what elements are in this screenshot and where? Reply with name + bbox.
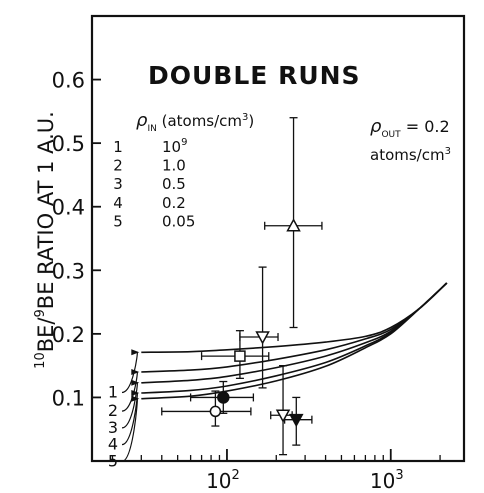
open-downtriangle-marker [255,331,270,345]
data-markers [209,218,304,428]
curve-pointer-head-2 [131,369,140,375]
curve-label-1: 1 [108,383,118,402]
rho-out-symbol: ρ [370,116,382,137]
y-tick-label: 0.4 [52,196,85,220]
legend-header: ρIN (atoms/cm3) [136,110,254,134]
curve-pointer-head-4 [131,390,140,396]
legend-row-value-exp: 9 [181,137,187,148]
y-tick-label: 0.3 [52,259,85,283]
rho-out-unit-text: atoms/cm [370,146,445,164]
legend-row-value-base: 0.5 [162,175,186,193]
rho-out-value: = 0.2 [401,117,450,136]
chart-title: DOUBLE RUNS [148,61,361,90]
model-curves [141,282,448,400]
legend-row-num: 1 [113,138,123,156]
y-axis-label-suffix: BE RATIO AT 1 A.U. [34,111,58,309]
y-axis-ticks: 0.1 0.2 0.3 0.4 0.5 0.6 [52,69,101,410]
curve-pointer-3 [121,382,138,429]
curve-pointer-4 [121,392,138,446]
legend-row-num: 3 [113,175,123,193]
legend-row-value: 1.0 [162,157,186,175]
y-tick-label: 0.6 [52,69,85,93]
rho-out-annotation: ρOUT = 0.2 [370,116,450,140]
legend-row-num: 4 [113,194,123,212]
legend-header-unit-sup: 3 [242,112,248,123]
y-tick-label: 0.2 [52,323,85,347]
curve-pointer-5 [121,398,138,462]
legend-row-value: 0.2 [162,194,186,212]
x-axis-ticks: 102 103 [111,449,441,493]
x-tick-label: 102 [206,468,240,493]
curve-label-2: 2 [108,401,118,420]
filled-downtriangle-marker [289,413,304,428]
plot-frame [90,14,466,463]
curve-5 [141,282,448,400]
x-tick-label: 103 [370,468,404,493]
x-tick-label-base: 10 [370,469,395,493]
legend-header-rho: ρ [136,110,148,131]
legend-header-unit: (atoms/cm [157,112,242,130]
open-triangle-marker [286,218,301,232]
filled-circle-marker [217,391,230,404]
legend-header-sub: IN [147,124,156,134]
open-circle-marker [209,405,222,418]
curve-pointer-head-3 [131,379,140,386]
y-tick-label: 0.5 [52,132,85,156]
legend-row-value-base: 1.0 [162,157,186,175]
rho-out-sub: OUT [381,130,401,140]
legend-row-num: 5 [113,212,123,230]
legend-row-num: 2 [113,157,123,175]
legend-row-value-base: 0.2 [162,194,186,212]
open-downtriangle-marker [275,409,291,423]
legend-pointers: 12345 [108,349,140,470]
legend-row-value: 109 [162,137,187,156]
legend-header-unit-close: ) [248,112,254,130]
y-tick-label: 0.1 [52,386,85,410]
x-tick-label-exp: 2 [232,468,240,483]
open-square-marker [234,350,246,362]
legend-rows: 1 109 2 1.0 3 0.5 4 0.2 5 0.05 [113,137,195,230]
curve-pointer-head-5 [131,395,140,402]
rho-out-unit: atoms/cm3 [370,146,451,164]
legend-row-value: 0.5 [162,175,186,193]
curve-label-3: 3 [108,418,118,437]
x-tick-label-base: 10 [206,469,231,493]
x-tick-label-exp: 3 [395,468,403,483]
legend-row-value-base: 10 [162,138,181,156]
curve-label-4: 4 [108,435,118,454]
rho-out-unit-sup: 3 [445,146,451,157]
curve-pointer-head-1 [131,349,140,356]
y-axis-label-mid: BE/ [34,317,58,353]
legend-row-value-base: 0.05 [162,212,195,230]
y-axis-label-sup: 9 [33,309,48,317]
legend-row-value: 0.05 [162,212,195,230]
y-axis-label-prefix: 10 [33,352,48,369]
y-axis-label: 10BE/9BE RATIO AT 1 A.U. [33,111,58,369]
